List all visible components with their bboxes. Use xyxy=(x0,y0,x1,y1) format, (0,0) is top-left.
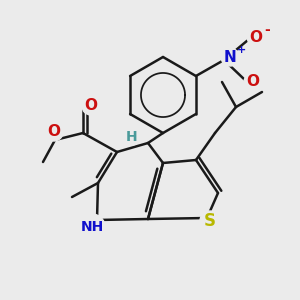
Text: O: O xyxy=(250,29,262,44)
Circle shape xyxy=(45,123,63,141)
Text: O: O xyxy=(247,74,260,89)
Circle shape xyxy=(82,97,100,115)
Text: O: O xyxy=(85,98,98,113)
Text: S: S xyxy=(204,212,216,230)
Circle shape xyxy=(247,28,265,46)
Text: NH: NH xyxy=(80,220,104,234)
Text: -: - xyxy=(264,23,270,37)
Circle shape xyxy=(221,48,239,66)
Circle shape xyxy=(124,129,140,145)
Text: +: + xyxy=(236,45,246,55)
Text: N: N xyxy=(224,50,236,64)
Text: O: O xyxy=(47,124,61,140)
Circle shape xyxy=(200,211,220,231)
Circle shape xyxy=(244,73,262,91)
Text: H: H xyxy=(126,130,138,144)
Circle shape xyxy=(79,214,105,240)
